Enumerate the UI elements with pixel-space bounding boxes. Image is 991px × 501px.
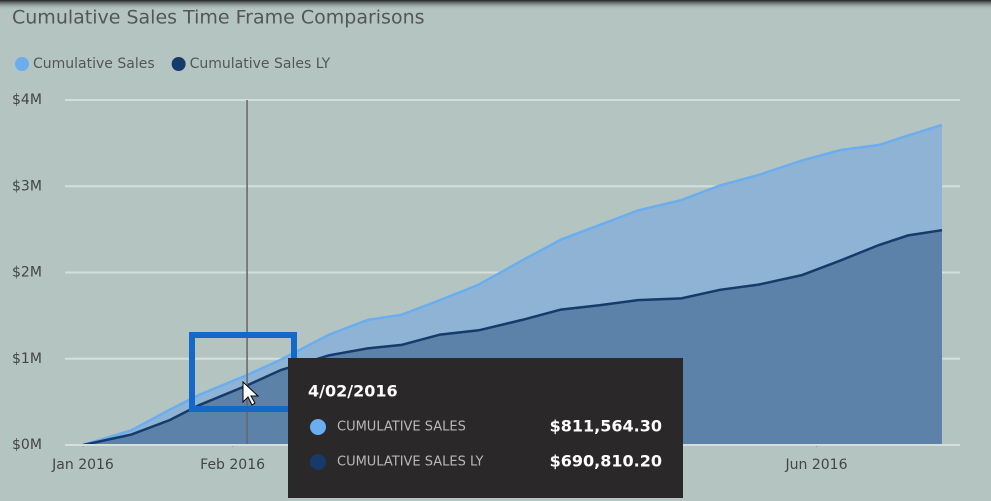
y-tick-label: $3M <box>12 178 42 194</box>
x-tick-label: Jan 2016 <box>51 457 114 473</box>
tooltip-box <box>288 358 683 498</box>
series-line <box>82 123 943 447</box>
y-tick-label: $4M <box>12 92 42 108</box>
cursor <box>242 380 260 406</box>
y-tick-label: $2M <box>12 265 42 281</box>
tooltip-label: CUMULATIVE SALES <box>337 420 466 435</box>
tooltip-marker <box>310 454 326 470</box>
y-tick-label: $0M <box>12 437 42 453</box>
tooltip-label: CUMULATIVE SALES LY <box>337 455 484 470</box>
tooltip-marker <box>310 419 326 435</box>
tooltip-value: $690,810.20 <box>550 452 662 471</box>
chart-title: Cumulative Sales Time Frame Comparisons <box>12 7 425 29</box>
x-tick-label: Jun 2016 <box>785 457 848 473</box>
series-line <box>82 228 943 447</box>
legend-marker <box>171 57 186 71</box>
legend-label: Cumulative Sales <box>33 56 155 72</box>
tooltip-title: 4/02/2016 <box>308 382 398 401</box>
y-tick-label: $1M <box>12 351 42 367</box>
x-tick-label: Feb 2016 <box>200 457 265 473</box>
top-shadow <box>0 0 991 10</box>
tooltip-value: $811,564.30 <box>550 417 662 436</box>
tooltip: 4/02/2016 CUMULATIVE SALES $811,564.30 CUM… <box>288 358 683 498</box>
legend-marker <box>15 57 29 71</box>
legend: Cumulative Sales Cumulative Sales LY <box>15 56 331 72</box>
legend-label: Cumulative Sales LY <box>190 56 331 72</box>
